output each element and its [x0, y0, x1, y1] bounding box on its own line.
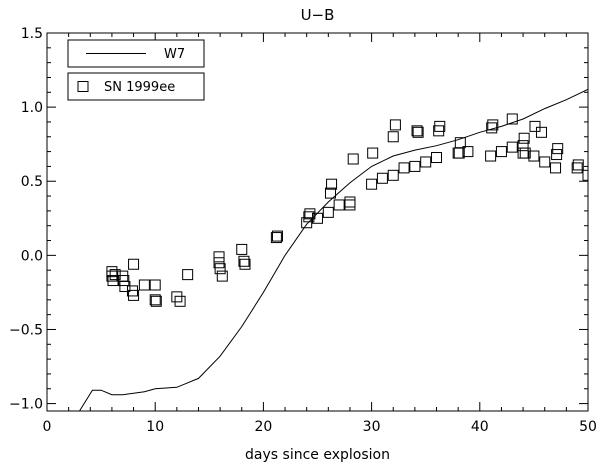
data-point-sn1999ee	[506, 141, 518, 153]
data-point-sn1999ee	[528, 150, 540, 162]
data-point-sn1999ee	[109, 269, 121, 281]
data-point-sn1999ee	[322, 206, 334, 218]
data-point-sn1999ee	[347, 153, 359, 165]
y-tick-label: 1.5	[21, 26, 43, 42]
data-point-sn1999ee	[376, 172, 388, 184]
x-axis-label: days since explosion	[245, 447, 390, 463]
data-point-sn1999ee	[434, 120, 446, 132]
data-point-sn1999ee	[344, 196, 356, 208]
y-tick-label: 0.0	[21, 248, 43, 264]
legend-box-sn1999ee	[67, 72, 205, 101]
data-point-sn1999ee	[213, 257, 225, 269]
data-point-sn1999ee	[312, 212, 323, 224]
chart-title: U−B	[301, 6, 335, 24]
data-point-sn1999ee	[462, 146, 474, 158]
data-point-sn1999ee	[236, 243, 248, 255]
data-point-sn1999ee	[324, 187, 336, 199]
data-point-sn1999ee	[270, 232, 282, 244]
axis-ticks: 0 10 20 30 40 50 −1.0 −0.5 0.0 0.5 1.0 1.5	[9, 26, 597, 435]
y-tick-label: −1.0	[9, 397, 43, 413]
data-point-sn1999ee	[367, 147, 379, 159]
data-point-sn1999ee	[409, 160, 421, 172]
x-tick-label: 10	[146, 419, 164, 435]
data-point-sn1999ee	[344, 199, 356, 211]
data-point-sn1999ee	[106, 270, 118, 282]
data-point-sn1999ee	[389, 119, 401, 131]
data-point-sn1999ee	[271, 230, 283, 242]
x-tick-label: 50	[579, 419, 597, 435]
data-point-sn1999ee	[174, 295, 186, 307]
series-layer	[79, 88, 588, 411]
legend: W7 SN 1999ee	[67, 39, 205, 101]
data-point-sn1999ee	[149, 279, 161, 291]
data-point-sn1999ee	[582, 169, 588, 181]
data-point-sn1999ee	[517, 140, 529, 152]
data-point-sn1999ee	[412, 126, 424, 138]
data-point-sn1999ee	[387, 169, 399, 181]
data-point-sn1999ee	[213, 251, 225, 263]
data-point-sn1999ee	[128, 289, 140, 301]
data-point-sn1999ee	[238, 255, 250, 267]
data-point-sn1999ee	[326, 178, 338, 190]
data-point-sn1999ee	[149, 294, 161, 306]
data-point-sn1999ee	[239, 258, 251, 270]
data-point-sn1999ee	[552, 143, 564, 155]
legend-marker-square	[77, 81, 89, 92]
data-point-sn1999ee	[571, 162, 583, 174]
data-point-sn1999ee	[118, 275, 130, 287]
data-point-sn1999ee	[487, 119, 499, 131]
x-tick-label: 30	[363, 419, 381, 435]
y-tick-label: −0.5	[9, 322, 43, 338]
data-point-sn1999ee	[171, 291, 183, 303]
data-point-sn1999ee	[303, 211, 315, 223]
data-point-sn1999ee	[519, 147, 531, 159]
data-point-sn1999ee	[517, 147, 529, 159]
data-point-sn1999ee	[539, 156, 551, 168]
data-point-sn1999ee	[486, 122, 498, 134]
data-point-sn1999ee	[431, 152, 443, 164]
data-point-sn1999ee	[433, 125, 445, 137]
x-tick-label: 40	[471, 419, 489, 435]
series-line-w7	[79, 88, 588, 411]
data-point-sn1999ee	[119, 280, 131, 292]
data-point-sn1999ee	[518, 132, 530, 144]
x-tick-label: 20	[254, 419, 272, 435]
data-point-sn1999ee	[506, 113, 518, 125]
y-tick-label: 0.5	[21, 174, 43, 190]
data-point-sn1999ee	[550, 162, 562, 174]
data-point-sn1999ee	[126, 285, 138, 297]
data-point-sn1999ee	[398, 162, 410, 174]
x-tick-label: 0	[43, 419, 52, 435]
data-point-sn1999ee	[420, 156, 432, 168]
data-point-sn1999ee	[333, 199, 345, 211]
data-point-sn1999ee	[411, 125, 423, 137]
data-point-sn1999ee	[551, 149, 563, 161]
legend-label-w7: W7	[164, 47, 185, 62]
data-point-sn1999ee	[454, 137, 466, 149]
data-point-sn1999ee	[535, 126, 547, 138]
data-point-sn1999ee	[216, 270, 228, 282]
plot-frame	[46, 32, 589, 412]
data-point-sn1999ee	[301, 217, 313, 229]
data-point-sn1999ee	[128, 258, 140, 270]
data-point-sn1999ee	[138, 279, 150, 291]
data-point-sn1999ee	[572, 159, 584, 171]
data-point-sn1999ee	[529, 120, 541, 132]
data-point-sn1999ee	[304, 208, 316, 220]
data-point-sn1999ee	[485, 150, 497, 162]
data-point-sn1999ee	[495, 146, 507, 158]
data-point-sn1999ee	[182, 269, 194, 281]
y-tick-label: 1.0	[21, 100, 43, 116]
data-point-sn1999ee	[214, 263, 226, 275]
data-point-sn1999ee	[366, 178, 378, 190]
data-point-sn1999ee	[387, 131, 399, 143]
legend-label-sn1999ee: SN 1999ee	[104, 80, 175, 95]
data-point-sn1999ee	[150, 295, 162, 307]
